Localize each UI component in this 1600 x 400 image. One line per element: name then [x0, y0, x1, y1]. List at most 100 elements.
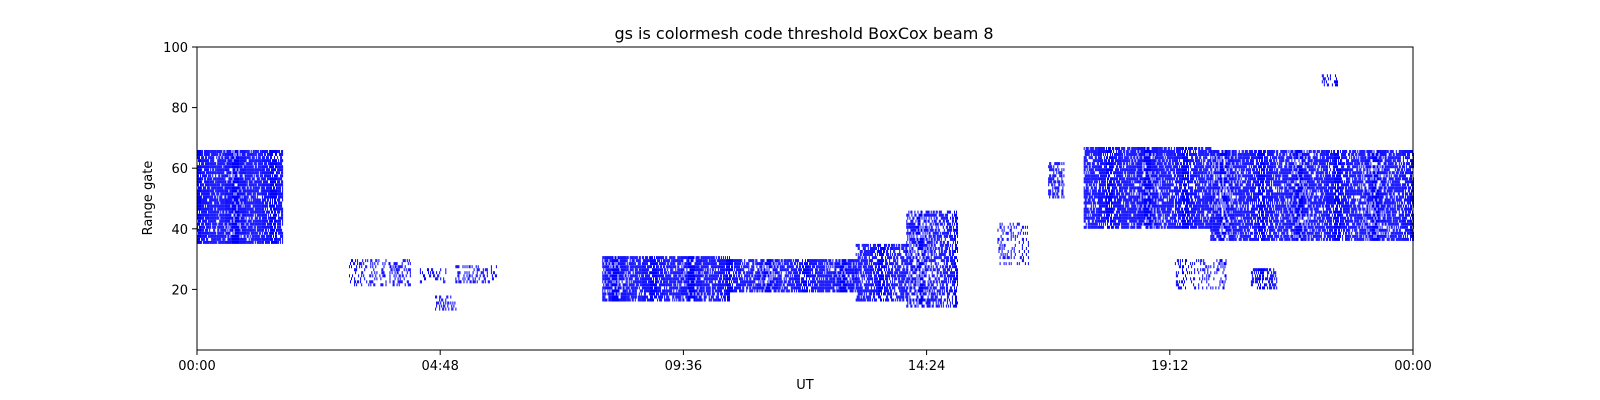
mesh-cell	[224, 168, 226, 172]
mesh-cell	[819, 265, 821, 269]
mesh-cell	[830, 262, 832, 266]
mesh-cell	[238, 171, 240, 175]
mesh-cell	[835, 274, 837, 278]
mesh-cell	[270, 216, 271, 220]
mesh-cell	[704, 295, 706, 299]
mesh-cell	[238, 162, 240, 166]
mesh-cell	[739, 277, 741, 281]
mesh-cell	[839, 268, 841, 272]
mesh-cell	[217, 168, 219, 172]
mesh-cell	[251, 153, 253, 156]
mesh-cell	[735, 265, 737, 269]
mesh-cell	[690, 265, 692, 269]
mesh-cell	[714, 286, 716, 290]
mesh-cell	[279, 198, 281, 202]
mesh-cell	[727, 289, 728, 293]
mesh-cell	[720, 259, 722, 263]
mesh-cell	[217, 165, 219, 169]
mesh-cell	[729, 268, 730, 272]
mesh-cell	[823, 277, 825, 281]
mesh-cell	[237, 231, 239, 235]
mesh-cell	[682, 256, 684, 260]
mesh-cell	[673, 259, 675, 263]
mesh-cell	[773, 283, 775, 287]
mesh-cell	[232, 204, 234, 208]
mesh-cell	[236, 180, 238, 184]
mesh-cell	[440, 268, 442, 272]
mesh-cell	[207, 177, 209, 181]
mesh-cell	[666, 277, 668, 281]
mesh-cell	[604, 277, 606, 281]
mesh-cell	[248, 207, 250, 211]
mesh-cell	[672, 259, 674, 263]
mesh-cell	[263, 192, 265, 196]
mesh-cell	[693, 268, 695, 272]
mesh-cell	[219, 183, 221, 187]
mesh-cell	[239, 159, 241, 163]
mesh-cell	[280, 219, 282, 223]
mesh-cell	[268, 171, 270, 175]
mesh-cell	[767, 286, 769, 290]
mesh-cell	[219, 213, 221, 217]
mesh-cell	[419, 280, 421, 284]
mesh-cell	[837, 289, 839, 293]
mesh-cell	[657, 256, 659, 260]
mesh-cell	[799, 289, 801, 293]
mesh-cell	[760, 280, 762, 284]
mesh-cell	[773, 280, 775, 284]
mesh-cell	[261, 162, 263, 166]
mesh-cell	[229, 195, 231, 199]
mesh-cell	[227, 228, 229, 232]
mesh-cell	[831, 274, 833, 278]
mesh-cell	[240, 219, 242, 223]
mesh-cell	[829, 259, 831, 263]
mesh-cell	[645, 289, 647, 293]
mesh-cell	[688, 283, 690, 287]
mesh-cell	[638, 295, 640, 299]
mesh-cell	[228, 216, 230, 220]
mesh-cell	[240, 237, 242, 241]
mesh-cell	[632, 256, 634, 260]
mesh-cell	[238, 207, 240, 211]
mesh-cell	[736, 271, 738, 275]
mesh-cell	[228, 165, 230, 169]
mesh-cell	[206, 207, 208, 211]
mesh-cell	[768, 259, 770, 263]
mesh-cell	[664, 277, 666, 281]
mesh-cell	[436, 304, 438, 308]
mesh-cell	[254, 186, 256, 190]
mesh-cell	[610, 259, 612, 263]
mesh-cell	[272, 225, 273, 229]
mesh-cell	[472, 277, 474, 281]
mesh-cell	[246, 171, 248, 175]
mesh-cell	[277, 225, 279, 229]
mesh-cell	[736, 286, 738, 290]
mesh-cell	[668, 262, 670, 266]
mesh-cell	[229, 198, 231, 202]
mesh-cell	[230, 171, 232, 175]
mesh-cell	[835, 271, 837, 275]
mesh-cell	[804, 262, 805, 266]
mesh-cell	[645, 277, 647, 281]
mesh-cell	[830, 259, 832, 263]
mesh-cell	[767, 280, 769, 284]
mesh-cell	[666, 286, 668, 290]
mesh-cell	[612, 295, 614, 299]
mesh-cell	[657, 262, 659, 266]
mesh-cell	[219, 237, 221, 241]
mesh-cell	[221, 198, 223, 202]
mesh-cell	[440, 277, 442, 281]
mesh-cell	[270, 174, 271, 178]
mesh-cell	[675, 292, 677, 296]
mesh-cell	[733, 280, 735, 284]
mesh-cell	[240, 159, 242, 163]
mesh-cell	[264, 159, 266, 163]
mesh-cell	[267, 228, 269, 232]
mesh-cell	[809, 271, 811, 275]
mesh-cell	[817, 271, 819, 275]
mesh-cell	[729, 262, 730, 266]
mesh-cell	[280, 234, 282, 238]
mesh-cell	[643, 280, 645, 284]
mesh-cell	[276, 171, 277, 175]
mesh-cell	[799, 271, 801, 275]
